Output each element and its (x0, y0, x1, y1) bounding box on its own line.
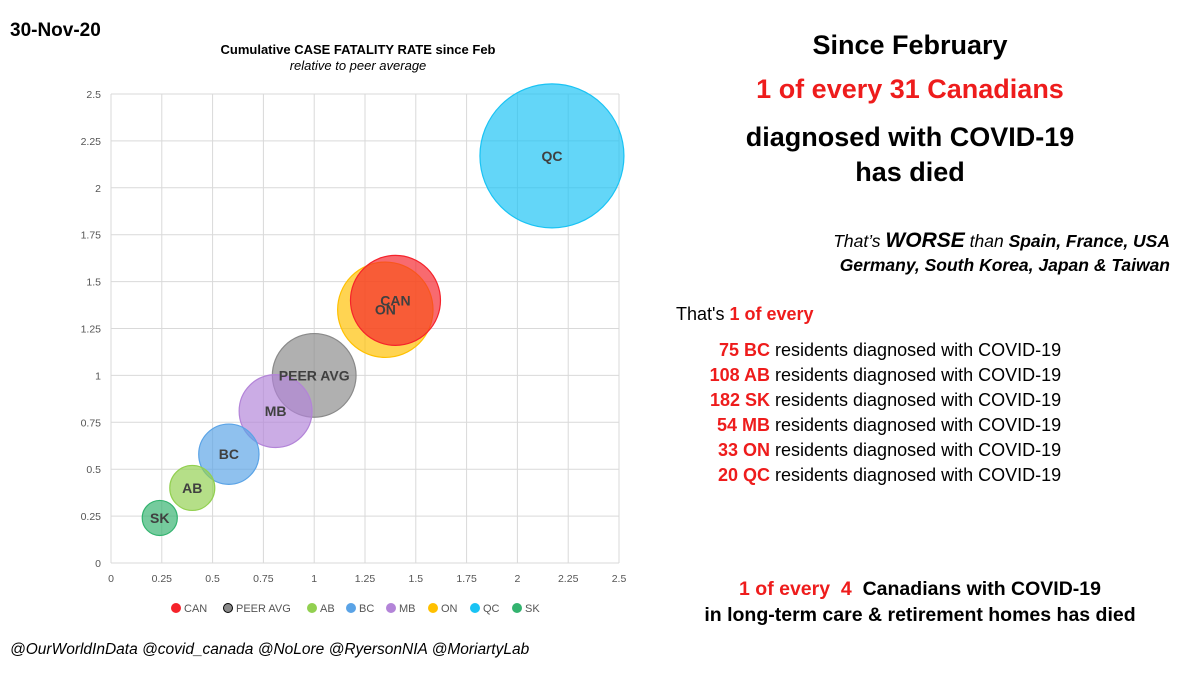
legend-marker (171, 603, 181, 613)
bubble-mb (238, 373, 313, 449)
list-item: 54 MB residents diagnosed with COVID-19 (660, 413, 1100, 438)
legend-label: CAN (184, 603, 207, 615)
bubble-can (349, 254, 442, 346)
bubble-label-mb: MB (265, 403, 287, 419)
x-tick-label: 0.75 (253, 573, 274, 585)
y-tick-label: 0 (95, 558, 101, 570)
legend-label: SK (525, 603, 540, 615)
y-tick-label: 1.25 (81, 324, 102, 336)
y-tick-label: 1 (95, 370, 101, 382)
headline-ratio: 1 of every 31 Canadians (756, 74, 1064, 104)
resident-count-mb: 54 MB (716, 415, 770, 435)
y-tick-label: 0.5 (86, 464, 101, 476)
headline-diagnosed: diagnosed with COVID-19 (745, 122, 1075, 152)
chart-legend: CAN PEER AVG AB BC MB ON QC SK (171, 603, 540, 615)
bubble-sk (141, 499, 178, 537)
y-tick-label: 0.25 (81, 511, 102, 523)
resident-text: residents diagnosed with COVID-19 (775, 440, 1062, 460)
list-item: 20 QC residents diagnosed with COVID-19 (660, 463, 1100, 488)
thats-red: 1 of every (729, 304, 814, 324)
worse-countries-2: Germany, South Korea, Japan & Taiwan (839, 255, 1170, 275)
legend-label: QC (483, 603, 500, 615)
legend-label: AB (320, 603, 335, 615)
bubble-label-on: ON (375, 302, 396, 318)
bubble-ab (169, 464, 216, 512)
list-item: 182 SK residents diagnosed with COVID-19 (660, 388, 1100, 413)
legend-marker (307, 603, 317, 613)
bubble-label-sk: SK (150, 510, 169, 526)
legend-label: PEER AVG (236, 603, 291, 615)
y-tick-label: 2 (95, 183, 101, 195)
legend-marker (386, 603, 396, 613)
x-tick-label: 1.25 (355, 573, 376, 585)
axis-tick-labels: 0 0.25 0.5 0.75 1 1.25 1.5 1.75 2 2.25 2.5 0 0.25 0.5… (81, 89, 627, 585)
legend-marker (470, 603, 480, 613)
legend-marker (428, 603, 438, 613)
worse-than-line-1: That’s WORSE than Spain, France, USA (640, 229, 1170, 253)
y-tick-label: 0.75 (81, 417, 102, 429)
headline-since: Since February (812, 30, 1008, 60)
chart-subtitle: relative to peer average (290, 58, 427, 73)
resident-count-qc: 20 QC (717, 465, 770, 485)
x-tick-label: 1.5 (408, 573, 423, 585)
worse-than: than (964, 231, 1009, 251)
resident-count-sk: 182 SK (709, 390, 770, 410)
thats-prefix: That's (676, 304, 730, 324)
x-tick-label: 2 (514, 573, 520, 585)
bubble-label-peer-avg: PEER AVG (279, 367, 350, 383)
legend-label: MB (399, 603, 416, 615)
y-tick-label: 2.25 (81, 136, 102, 148)
x-tick-label: 0.5 (205, 573, 220, 585)
x-tick-label: 0 (108, 573, 114, 585)
resident-count-bc: 75 BC (718, 340, 770, 360)
credits-line: @OurWorldInData @covid_canada @NoLore @R… (10, 641, 530, 658)
bubble-label-ab: AB (182, 480, 202, 496)
y-tick-label: 2.5 (86, 89, 101, 101)
bubble-label-qc: QC (541, 148, 562, 164)
resident-text: residents diagnosed with COVID-19 (775, 465, 1062, 485)
list-item: 33 ON residents diagnosed with COVID-19 (660, 438, 1100, 463)
resident-text: residents diagnosed with COVID-19 (775, 390, 1062, 410)
bubbles: CAN PEER AVG AB BC MB ON QC SK (141, 83, 625, 537)
resident-text: residents diagnosed with COVID-19 (775, 415, 1062, 435)
worse-prefix: That’s (833, 231, 886, 251)
thats-line: That's 1 of every (676, 304, 814, 325)
headline-died: has died (855, 157, 965, 187)
legend-marker (346, 603, 356, 613)
ltc-rest: Canadians with COVID-19 (862, 578, 1101, 600)
bubble-qc (479, 83, 625, 229)
resident-count-on: 33 ON (717, 440, 770, 460)
resident-count-ab: 108 AB (709, 365, 770, 385)
legend-marker (223, 603, 233, 613)
date-label: 30-Nov-20 (10, 20, 101, 41)
legend-label: ON (441, 603, 458, 615)
x-tick-label: 1 (311, 573, 317, 585)
residents-list: 75 BC residents diagnosed with COVID-19 1… (660, 338, 1100, 488)
chart-title: Cumulative CASE FATALITY RATE since Feb (221, 42, 496, 57)
resident-text: residents diagnosed with COVID-19 (775, 365, 1062, 385)
bubble-label-bc: BC (219, 446, 239, 462)
y-tick-label: 1.5 (86, 277, 101, 289)
x-tick-label: 0.25 (152, 573, 173, 585)
list-item: 75 BC residents diagnosed with COVID-19 (660, 338, 1100, 363)
bubble-chart: Cumulative CASE FATALITY RATE since Feb … (81, 42, 627, 615)
y-tick-label: 1.75 (81, 230, 102, 242)
list-item: 108 AB residents diagnosed with COVID-19 (660, 363, 1100, 388)
legend-marker (512, 603, 522, 613)
worse-countries-1: Spain, France, USA (1008, 231, 1170, 251)
bubble-bc (198, 423, 260, 485)
ltc-line-1: 1 of every 4 Canadians with COVID-19 (640, 576, 1200, 602)
worse-word: WORSE (885, 229, 965, 252)
grid-lines (110, 93, 620, 564)
ltc-line-2: in long-term care & retirement homes has… (704, 604, 1136, 626)
resident-text: residents diagnosed with COVID-19 (775, 340, 1062, 360)
x-tick-label: 2.5 (612, 573, 627, 585)
legend-label: BC (359, 603, 374, 615)
bubble-label-can: CAN (380, 292, 410, 308)
x-tick-label: 2.25 (558, 573, 579, 585)
ltc-ratio: 1 of every 4 (739, 578, 852, 600)
x-tick-label: 1.75 (456, 573, 477, 585)
